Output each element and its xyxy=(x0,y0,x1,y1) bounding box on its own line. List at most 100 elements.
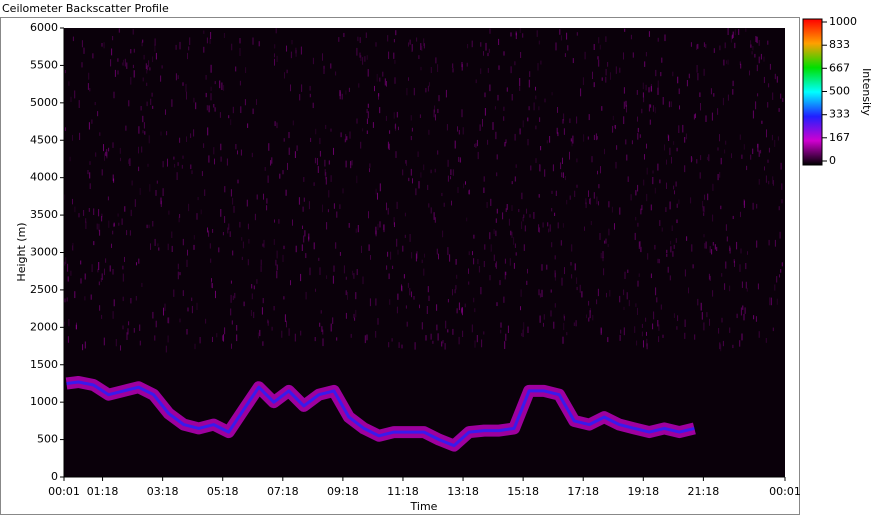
noise-speck xyxy=(85,218,87,223)
noise-speck xyxy=(587,136,589,140)
noise-speck xyxy=(388,273,390,280)
noise-speck xyxy=(521,333,523,337)
noise-speck xyxy=(78,100,80,109)
noise-speck xyxy=(81,40,83,48)
noise-speck xyxy=(160,200,162,207)
noise-speck xyxy=(333,203,335,209)
noise-speck xyxy=(415,253,417,262)
noise-speck xyxy=(430,67,432,74)
noise-speck xyxy=(703,322,705,331)
noise-speck xyxy=(535,86,536,91)
noise-speck xyxy=(544,169,546,177)
noise-speck xyxy=(88,72,90,80)
noise-speck xyxy=(374,85,375,92)
noise-speck xyxy=(743,313,745,321)
noise-speck xyxy=(423,38,425,46)
noise-speck xyxy=(160,75,162,82)
noise-speck xyxy=(309,267,311,276)
noise-speck xyxy=(756,36,758,44)
noise-speck xyxy=(266,198,268,204)
noise-speck xyxy=(349,131,351,139)
noise-speck xyxy=(233,206,235,213)
noise-speck xyxy=(152,311,154,319)
noise-speck xyxy=(107,196,109,201)
noise-speck xyxy=(604,148,605,155)
noise-speck xyxy=(657,87,659,95)
noise-speck xyxy=(705,241,707,249)
noise-speck xyxy=(386,202,387,211)
noise-speck xyxy=(438,253,439,260)
noise-speck xyxy=(237,179,239,184)
noise-speck xyxy=(729,327,731,333)
noise-speck xyxy=(160,197,162,205)
noise-speck xyxy=(557,132,559,137)
noise-speck xyxy=(313,182,315,186)
noise-speck xyxy=(279,173,281,179)
noise-speck xyxy=(128,100,130,107)
noise-speck xyxy=(251,152,253,158)
noise-speck xyxy=(213,104,215,108)
noise-speck xyxy=(423,43,425,49)
colorbar-tick-label: 333 xyxy=(829,108,850,121)
noise-speck xyxy=(290,51,292,59)
noise-speck xyxy=(673,244,675,249)
noise-speck xyxy=(533,102,535,111)
noise-speck xyxy=(117,58,119,62)
noise-speck xyxy=(216,333,218,338)
noise-speck xyxy=(408,177,410,182)
noise-speck xyxy=(658,324,660,331)
noise-speck xyxy=(602,251,604,259)
noise-speck xyxy=(467,44,469,49)
y-tick-label: 4000 xyxy=(30,171,58,184)
noise-speck xyxy=(322,204,323,213)
noise-speck xyxy=(95,152,97,157)
noise-speck xyxy=(760,53,762,60)
noise-speck xyxy=(720,344,722,352)
noise-speck xyxy=(100,278,102,282)
noise-speck xyxy=(744,307,746,314)
noise-speck xyxy=(219,80,221,89)
noise-speck xyxy=(428,129,430,135)
noise-speck xyxy=(652,323,654,330)
y-tick-label: 5000 xyxy=(30,96,58,109)
noise-speck xyxy=(739,264,741,272)
noise-speck xyxy=(508,218,510,226)
noise-speck xyxy=(596,299,598,305)
noise-speck xyxy=(368,244,370,251)
noise-speck xyxy=(519,128,521,135)
noise-speck xyxy=(643,97,645,103)
noise-speck xyxy=(644,154,645,160)
noise-speck xyxy=(376,73,378,82)
noise-speck xyxy=(503,51,505,56)
noise-speck xyxy=(670,101,672,108)
noise-speck xyxy=(267,320,269,326)
noise-speck xyxy=(322,53,323,61)
noise-speck xyxy=(79,132,81,141)
noise-speck xyxy=(212,336,213,343)
noise-speck xyxy=(729,245,731,252)
noise-speck xyxy=(401,344,403,349)
noise-speck xyxy=(262,307,263,315)
noise-speck xyxy=(177,162,179,166)
noise-speck xyxy=(592,71,593,80)
noise-speck xyxy=(253,311,255,319)
noise-speck xyxy=(600,328,602,335)
noise-speck xyxy=(299,94,301,101)
noise-speck xyxy=(474,308,476,313)
noise-speck xyxy=(463,183,465,189)
noise-speck xyxy=(411,44,413,53)
noise-speck xyxy=(454,140,456,149)
noise-speck xyxy=(736,313,738,319)
noise-speck xyxy=(446,124,448,131)
noise-speck xyxy=(434,168,436,173)
noise-speck xyxy=(112,311,114,319)
noise-speck xyxy=(359,52,361,58)
noise-speck xyxy=(327,209,329,213)
noise-speck xyxy=(480,68,482,74)
noise-speck xyxy=(723,59,725,66)
noise-speck xyxy=(763,56,765,62)
noise-speck xyxy=(758,179,760,185)
noise-speck xyxy=(262,298,264,304)
noise-speck xyxy=(639,241,641,247)
noise-speck xyxy=(401,284,402,291)
